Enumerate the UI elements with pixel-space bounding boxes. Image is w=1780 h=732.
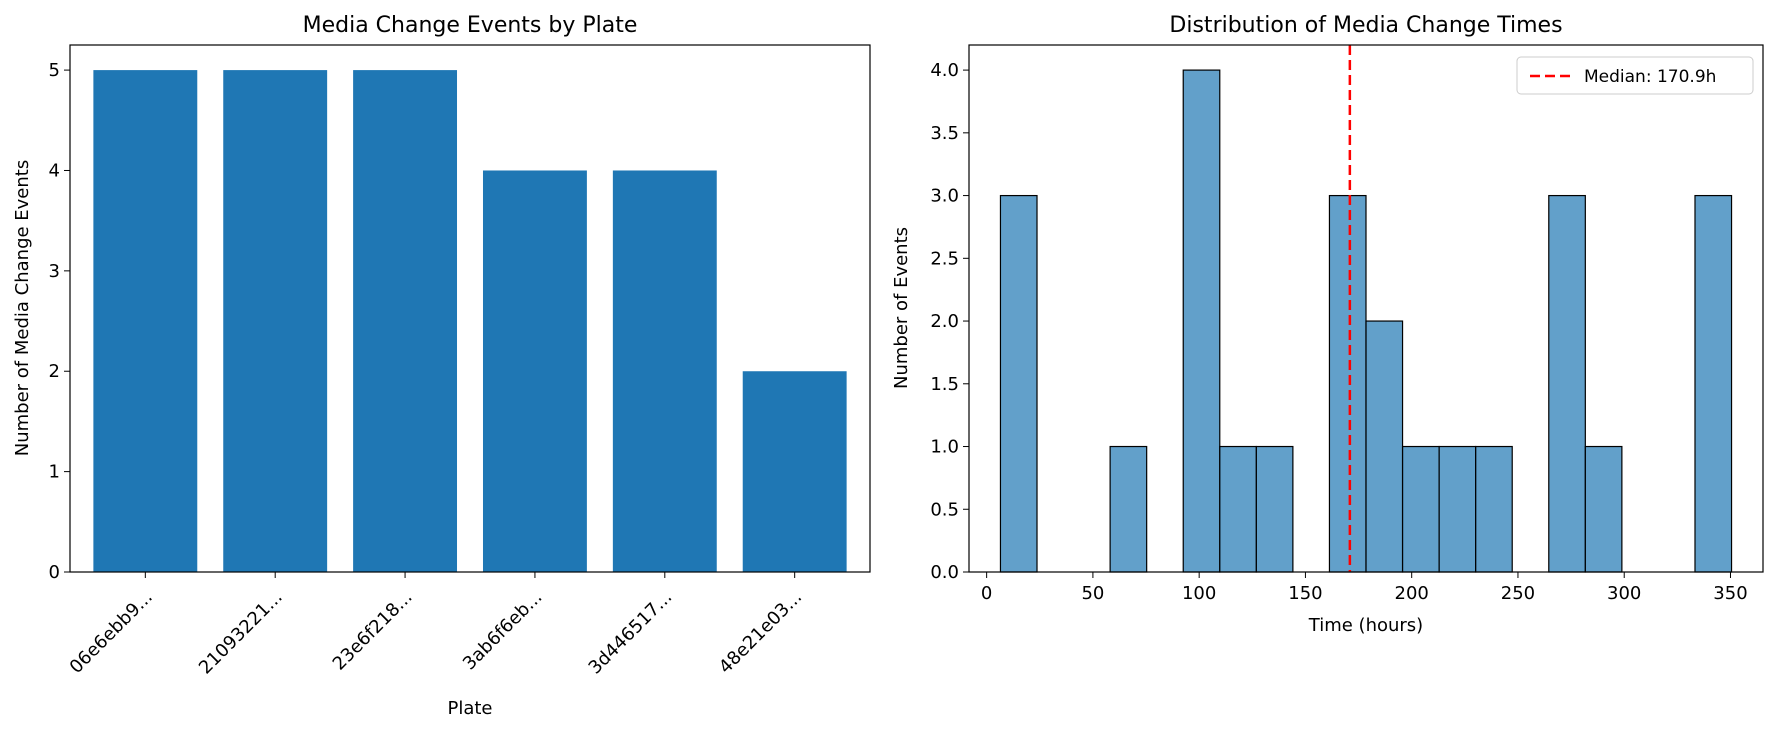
y-tick-label: 1.0 [930, 437, 959, 458]
histogram-bin-4 [1109, 445, 1148, 573]
y-tick-label: 4 [49, 160, 60, 181]
histogram-bin-11 [1365, 320, 1404, 573]
histogram-bin-12 [1401, 445, 1440, 573]
chart1-y-label: Number of Media Change Events [12, 160, 33, 456]
y-tick-label: 3 [49, 261, 60, 282]
histogram-bin-13 [1438, 445, 1477, 573]
legend-median-label: Median: 170.9h [1584, 67, 1716, 87]
y-tick-label: 5 [49, 60, 60, 81]
y-tick-label: 0.0 [930, 562, 959, 583]
y-tick-label: 2 [49, 361, 60, 382]
legend: Median: 170.9h [1516, 56, 1754, 95]
y-tick-label: 2.0 [930, 311, 959, 332]
y-tick-label: 4.0 [930, 60, 959, 81]
chart2-bins [999, 69, 1733, 573]
x-tick-label: 300 [1607, 583, 1641, 604]
chart2-x-axis: 0 50 100 150 200 250 300 350 [981, 572, 1748, 604]
histogram-bin-7 [1219, 445, 1257, 573]
chart2-y-label: Number of Events [891, 227, 912, 389]
bar-3 [353, 70, 458, 572]
y-tick-label: 3.0 [930, 186, 959, 207]
x-tick-label: 100 [1182, 583, 1216, 604]
chart1-bars [93, 70, 847, 572]
bar-1 [93, 70, 198, 572]
y-tick-label: 1 [49, 462, 60, 483]
y-tick-label: 3.5 [930, 123, 959, 144]
chart2-title: Distribution of Media Change Times [1169, 13, 1562, 38]
chart1-x-label: Plate [447, 698, 492, 719]
time-histogram-chart: Distribution of Media Change Times 0.00.… [891, 13, 1764, 636]
histogram-bin-17 [1584, 445, 1623, 573]
y-tick-label: 0 [49, 562, 60, 583]
x-tick-label: 350 [1713, 583, 1747, 604]
bar-4 [482, 170, 587, 572]
chart1-y-axis: 0 1 2 3 4 5 [49, 60, 70, 583]
y-tick-label: 2.5 [930, 248, 959, 269]
histogram-bin-14 [1475, 445, 1513, 573]
x-tick-label: 0 [981, 583, 992, 604]
bar-5 [612, 170, 717, 572]
chart2-y-axis: 0.0 0.5 1.0 1.5 2.0 2.5 3.0 3.5 4.0 [930, 60, 969, 583]
histogram-bin-8 [1255, 445, 1294, 573]
chart2-frame [968, 44, 1764, 573]
bar-2 [223, 70, 328, 572]
histogram-bin-16 [1548, 194, 1586, 573]
histogram-bin-10 [1328, 194, 1367, 573]
y-tick-label: 0.5 [930, 499, 959, 520]
bar-6 [742, 371, 847, 572]
x-tick-label: 50 [1081, 583, 1104, 604]
chart1-frame [69, 44, 871, 573]
histogram-bin-1 [999, 194, 1038, 573]
x-tick-label: 200 [1395, 583, 1429, 604]
x-tick-label: 150 [1288, 583, 1322, 604]
histogram-bin-6 [1182, 69, 1221, 573]
chart2-x-label: Time (hours) [1308, 615, 1423, 636]
chart1-title: Media Change Events by Plate [303, 13, 638, 38]
histogram-bin-20 [1694, 194, 1733, 573]
x-tick-label: 250 [1501, 583, 1535, 604]
y-tick-label: 1.5 [930, 374, 959, 395]
legend-box [1516, 56, 1754, 95]
